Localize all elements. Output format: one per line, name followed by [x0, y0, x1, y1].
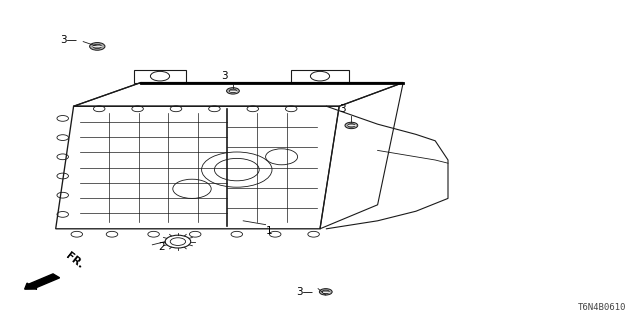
Text: 1: 1: [266, 226, 272, 236]
Circle shape: [348, 124, 355, 127]
Text: T6N4B0610: T6N4B0610: [577, 303, 626, 312]
Circle shape: [345, 122, 358, 129]
Text: 3: 3: [221, 71, 227, 81]
Circle shape: [90, 43, 105, 50]
Text: 3: 3: [339, 104, 346, 114]
Text: 3—: 3—: [60, 35, 77, 45]
Text: 2: 2: [159, 242, 165, 252]
Circle shape: [93, 44, 102, 49]
Circle shape: [229, 89, 237, 93]
Circle shape: [319, 289, 332, 295]
Circle shape: [227, 88, 239, 94]
FancyArrow shape: [25, 274, 60, 289]
Text: FR.: FR.: [64, 250, 85, 270]
Text: 3—: 3—: [296, 287, 314, 297]
Circle shape: [323, 290, 329, 294]
